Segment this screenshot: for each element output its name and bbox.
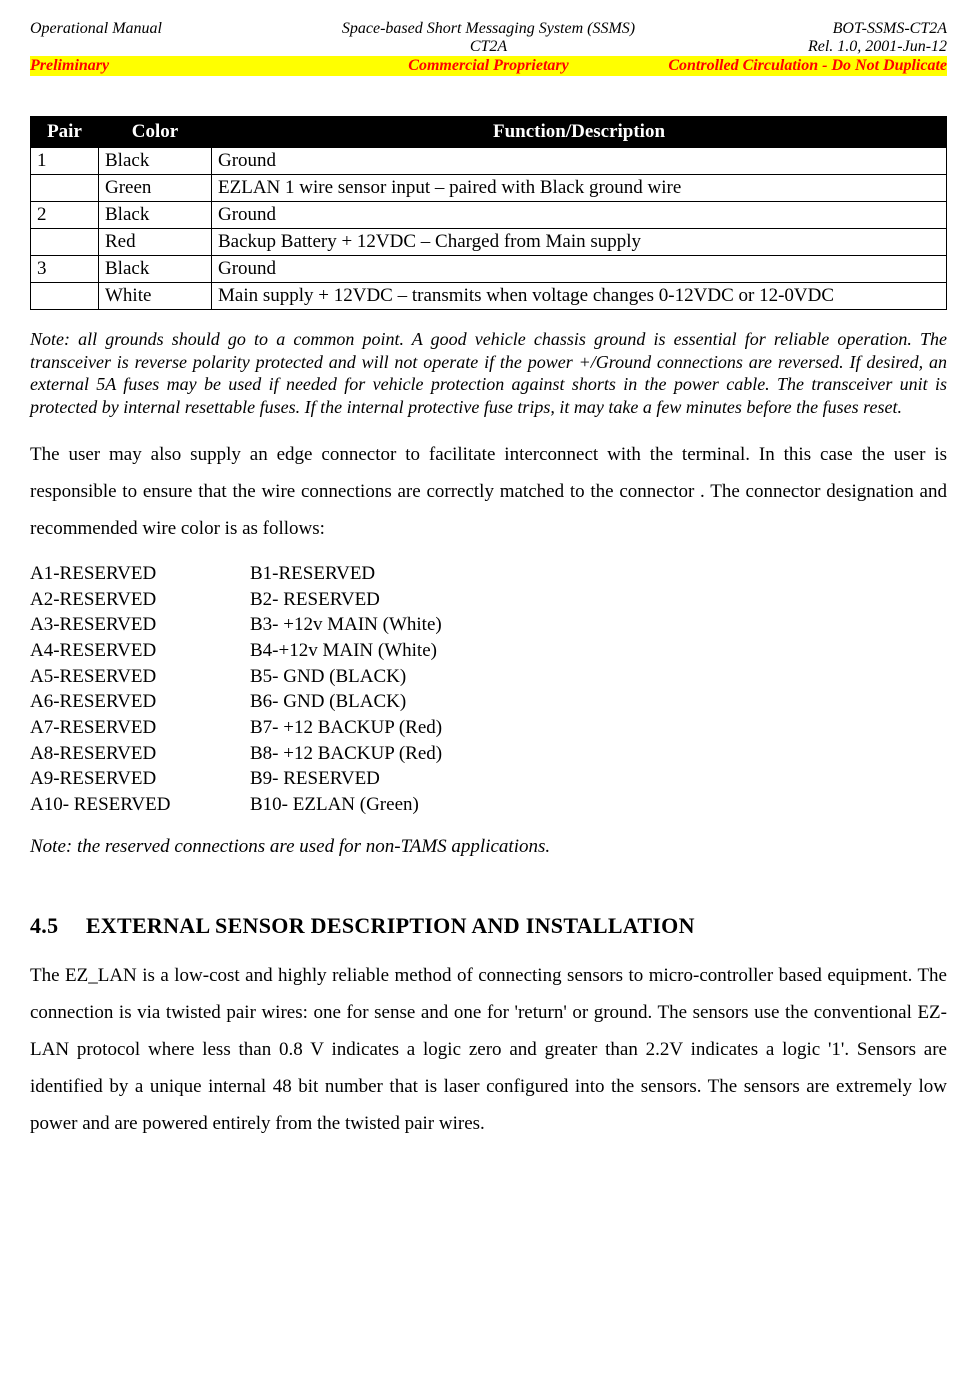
pin-b: B3- +12v MAIN (White) — [250, 612, 442, 638]
cell-color: Black — [99, 202, 212, 229]
section-number: 4.5 — [30, 913, 80, 939]
header-blank — [30, 38, 336, 56]
pin-b: B5- GND (BLACK) — [250, 664, 406, 690]
pin-a: A2-RESERVED — [30, 587, 250, 613]
header-model: CT2A — [336, 38, 642, 56]
pin-b: B4-+12v MAIN (White) — [250, 638, 437, 664]
pin-row: A2-RESERVEDB2- RESERVED — [30, 587, 947, 613]
cell-func: Ground — [212, 202, 947, 229]
th-pair: Pair — [31, 117, 99, 148]
cell-color: Green — [99, 175, 212, 202]
pin-row: A1-RESERVEDB1-RESERVED — [30, 561, 947, 587]
pin-a: A8-RESERVED — [30, 741, 250, 767]
banner-proprietary: Commercial Proprietary — [336, 56, 642, 76]
pin-b: B1-RESERVED — [250, 561, 375, 587]
pin-row: A4-RESERVEDB4-+12v MAIN (White) — [30, 638, 947, 664]
pin-a: A4-RESERVED — [30, 638, 250, 664]
pin-row: A10- RESERVEDB10- EZLAN (Green) — [30, 792, 947, 818]
cell-pair: 2 — [31, 202, 99, 229]
paragraph-connector: The user may also supply an edge connect… — [30, 436, 947, 547]
th-func: Function/Description — [212, 117, 947, 148]
pin-a: A7-RESERVED — [30, 715, 250, 741]
banner-status: Preliminary — [30, 56, 336, 76]
banner-circulation: Controlled Circulation - Do Not Duplicat… — [641, 56, 947, 76]
classification-banner: Preliminary Commercial Proprietary Contr… — [30, 56, 947, 76]
pin-a: A9-RESERVED — [30, 766, 250, 792]
pin-row: A5-RESERVEDB5- GND (BLACK) — [30, 664, 947, 690]
cell-color: Black — [99, 256, 212, 283]
pin-designation-list: A1-RESERVEDB1-RESERVED A2-RESERVEDB2- RE… — [30, 561, 947, 817]
header-system: Space-based Short Messaging System (SSMS… — [336, 20, 642, 38]
section-title: EXTERNAL SENSOR DESCRIPTION AND INSTALLA… — [86, 913, 695, 938]
table-row: Green EZLAN 1 wire sensor input – paired… — [31, 175, 947, 202]
cell-pair — [31, 283, 99, 310]
cell-func: Main supply + 12VDC – transmits when vol… — [212, 283, 947, 310]
cell-color: Red — [99, 229, 212, 256]
pin-a: A5-RESERVED — [30, 664, 250, 690]
table-row: 1 Black Ground — [31, 148, 947, 175]
paragraph-ezlan: The EZ_LAN is a low-cost and highly reli… — [30, 957, 947, 1142]
pin-b: B7- +12 BACKUP (Red) — [250, 715, 442, 741]
pin-b: B2- RESERVED — [250, 587, 380, 613]
th-color: Color — [99, 117, 212, 148]
table-header-row: Pair Color Function/Description — [31, 117, 947, 148]
header-row-1: Operational Manual Space-based Short Mes… — [30, 20, 947, 38]
header-row-2: CT2A Rel. 1.0, 2001-Jun-12 — [30, 38, 947, 56]
cell-pair — [31, 175, 99, 202]
cell-color: White — [99, 283, 212, 310]
table-row: Red Backup Battery + 12VDC – Charged fro… — [31, 229, 947, 256]
pin-b: B9- RESERVED — [250, 766, 380, 792]
cell-func: Ground — [212, 256, 947, 283]
cell-pair: 1 — [31, 148, 99, 175]
header-doc-type: Operational Manual — [30, 20, 336, 38]
cell-func: EZLAN 1 wire sensor input – paired with … — [212, 175, 947, 202]
header-release: Rel. 1.0, 2001-Jun-12 — [641, 38, 947, 56]
table-row: White Main supply + 12VDC – transmits wh… — [31, 283, 947, 310]
pin-b: B10- EZLAN (Green) — [250, 792, 419, 818]
pin-row: A7-RESERVEDB7- +12 BACKUP (Red) — [30, 715, 947, 741]
section-heading: 4.5 EXTERNAL SENSOR DESCRIPTION AND INST… — [30, 913, 947, 939]
pin-b: B6- GND (BLACK) — [250, 689, 406, 715]
note-grounds: Note: all grounds should go to a common … — [30, 328, 947, 418]
header-docnum: BOT-SSMS-CT2A — [641, 20, 947, 38]
cell-func: Ground — [212, 148, 947, 175]
pin-b: B8- +12 BACKUP (Red) — [250, 741, 442, 767]
pin-row: A6-RESERVEDB6- GND (BLACK) — [30, 689, 947, 715]
pin-row: A8-RESERVEDB8- +12 BACKUP (Red) — [30, 741, 947, 767]
cell-color: Black — [99, 148, 212, 175]
pin-row: A9-RESERVEDB9- RESERVED — [30, 766, 947, 792]
note-reserved: Note: the reserved connections are used … — [30, 836, 947, 858]
pin-a: A1-RESERVED — [30, 561, 250, 587]
table-row: 3 Black Ground — [31, 256, 947, 283]
cell-pair — [31, 229, 99, 256]
cell-func: Backup Battery + 12VDC – Charged from Ma… — [212, 229, 947, 256]
pin-row: A3-RESERVEDB3- +12v MAIN (White) — [30, 612, 947, 638]
wire-table: Pair Color Function/Description 1 Black … — [30, 116, 947, 310]
pin-a: A3-RESERVED — [30, 612, 250, 638]
pin-a: A6-RESERVED — [30, 689, 250, 715]
table-row: 2 Black Ground — [31, 202, 947, 229]
pin-a: A10- RESERVED — [30, 792, 250, 818]
cell-pair: 3 — [31, 256, 99, 283]
